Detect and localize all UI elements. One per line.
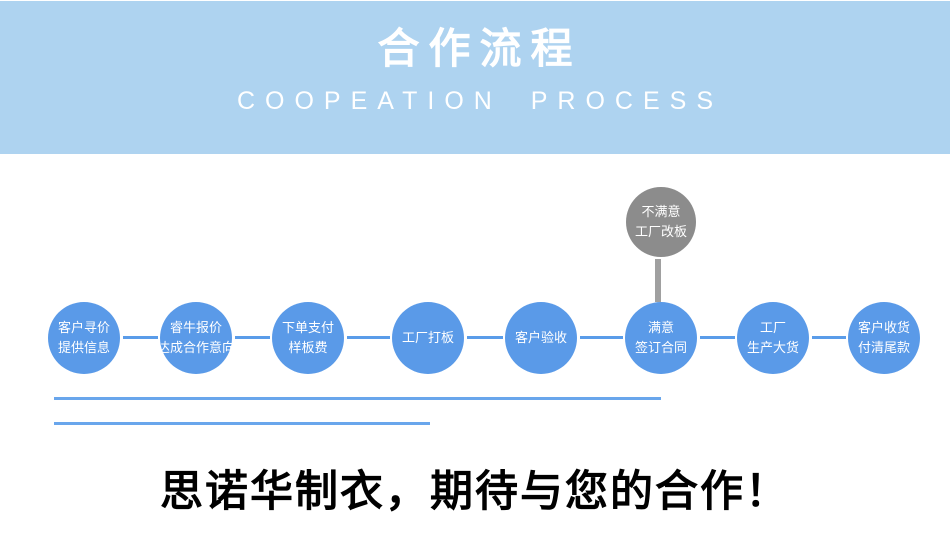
- connector-line: [235, 336, 270, 339]
- step-label: 客户验收: [514, 330, 567, 345]
- page-subtitle: COOPEATION PROCESS: [236, 87, 724, 115]
- step-label: 客户收货: [857, 320, 910, 335]
- connector-line: [347, 336, 390, 339]
- step-label: 工厂: [759, 320, 786, 335]
- flow-step-sign-contract: 满意 签订合同: [625, 302, 697, 374]
- step-label: 提供信息: [57, 340, 110, 355]
- flow-step-quote: 睿牛报价 达成合作意向: [157, 302, 236, 374]
- branch-connector-line: [655, 259, 661, 302]
- step-label: 客户寻价: [57, 320, 110, 335]
- underline-secondary: [54, 422, 430, 425]
- flow-step-inquiry: 客户寻价 提供信息: [48, 302, 120, 374]
- branch-step-rework: 不满意 工厂改板: [626, 187, 696, 257]
- flow-step-receive-goods: 客户收货 付清尾款: [848, 302, 920, 374]
- connector-line: [580, 336, 623, 339]
- header-banner: 合作流程 COOPEATION PROCESS: [0, 1, 950, 154]
- underline-primary: [54, 397, 661, 400]
- step-label: 付清尾款: [857, 340, 910, 355]
- connector-line: [700, 336, 735, 339]
- step-label: 样板费: [288, 340, 328, 355]
- slogan-text: 思诺华制衣，期待与您的合作！: [160, 467, 790, 517]
- step-label: 工厂打板: [401, 330, 454, 345]
- step-label: 达成合作意向: [157, 340, 236, 355]
- step-label: 不满意: [641, 204, 681, 219]
- flow-step-order-payment: 下单支付 样板费: [272, 302, 344, 374]
- page-title: 合作流程: [377, 25, 582, 72]
- connector-line: [123, 336, 158, 339]
- step-label: 下单支付: [281, 320, 334, 335]
- flow-step-mass-production: 工厂 生产大货: [737, 302, 809, 374]
- step-label: 生产大货: [746, 340, 799, 355]
- flow-step-customer-acceptance: 客户验收: [505, 302, 577, 374]
- step-label: 睿牛报价: [169, 320, 222, 335]
- connector-line: [812, 336, 846, 339]
- connector-line: [467, 336, 503, 339]
- flow-step-factory-sample: 工厂打板: [392, 302, 464, 374]
- step-label: 签订合同: [634, 340, 687, 355]
- step-label: 工厂改板: [634, 224, 687, 239]
- step-label: 满意: [647, 320, 674, 335]
